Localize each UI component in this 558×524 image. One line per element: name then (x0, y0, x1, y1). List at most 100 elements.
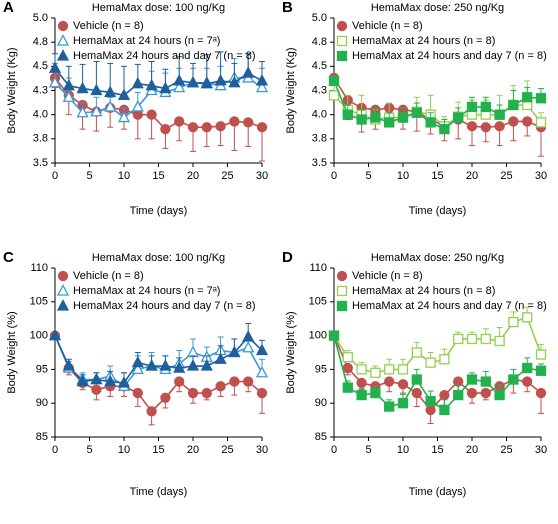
legend-label: HemaMax at 24 hours (n = 7ᵃ) (73, 35, 220, 47)
point (229, 376, 240, 387)
legend-label: HemaMax at 24 hours (n = 8) (352, 35, 495, 47)
panel-letter: C (3, 249, 14, 266)
point (242, 330, 255, 342)
panel-letter: B (282, 0, 293, 16)
series-line (333, 77, 542, 129)
x-tick-label: 20 (187, 444, 199, 456)
point (228, 75, 241, 88)
series (48, 51, 269, 100)
point (145, 78, 158, 91)
point (342, 352, 353, 363)
point (411, 107, 422, 118)
point (76, 374, 89, 387)
panel: D HemaMax dose: 250 ng/Kg Time (days) Body … (282, 249, 547, 498)
point (62, 90, 75, 102)
point (242, 66, 255, 78)
legend-label: HemaMax 24 hours and day 7 (n = 8) (73, 300, 256, 312)
point (242, 340, 255, 353)
point (439, 389, 450, 401)
point (200, 76, 213, 89)
point (370, 112, 381, 123)
x-tick-label: 20 (466, 444, 478, 456)
legend-marker (336, 270, 348, 282)
series-line (54, 335, 263, 384)
point (508, 99, 519, 111)
point (104, 85, 117, 98)
y-tick-label: 85 (36, 431, 48, 443)
x-axis-label: Time (days) (409, 486, 467, 498)
point (522, 376, 533, 387)
point (228, 345, 241, 358)
point (397, 364, 409, 375)
series-line (333, 335, 542, 411)
point (76, 81, 89, 94)
point (370, 367, 381, 378)
series-line (54, 67, 263, 97)
point (494, 109, 505, 120)
x-tick-label: 25 (500, 444, 512, 456)
x-tick-label: 25 (221, 444, 233, 456)
point (117, 110, 131, 123)
series (48, 322, 269, 388)
legend-marker (57, 270, 69, 282)
legend-marker (56, 299, 70, 311)
y-axis-label: Body Weight (%) (6, 311, 18, 393)
point (356, 114, 367, 125)
chart-title: HemaMax dose: 100 ng/Kg (92, 2, 225, 14)
chart-title: HemaMax dose: 100 ng/Kg (92, 252, 225, 264)
y-tick-label: 5.0 (33, 12, 48, 24)
chart-title: HemaMax dose: 250 ng/Kg (371, 252, 504, 264)
legend-marker (56, 34, 70, 46)
point (535, 349, 547, 360)
panel: C HemaMax dose: 100 ng/Kg Time (days) Body … (3, 249, 268, 498)
point (160, 124, 171, 135)
point (466, 374, 478, 385)
point (384, 401, 395, 412)
point (522, 312, 533, 323)
x-axis-label: Time (days) (130, 205, 188, 217)
point (174, 376, 185, 387)
x-tick-label: 5 (86, 170, 92, 182)
x-axis-label: Time (days) (130, 486, 188, 498)
point (494, 389, 505, 401)
y-tick-label: 105 (30, 296, 48, 308)
panel: B HemaMax dose: 250 ng/Kg Time (days) Body … (282, 0, 547, 217)
legend-label: Vehicle (n = 8) (73, 270, 144, 282)
point (356, 364, 367, 375)
legend-entry: Vehicle (n = 8) (336, 20, 423, 32)
point (91, 384, 102, 395)
series (328, 75, 547, 135)
x-tick-label: 20 (466, 170, 478, 182)
x-tick-label: 30 (535, 170, 547, 182)
point (146, 406, 157, 417)
point (466, 387, 478, 399)
y-tick-label: 4.8 (33, 36, 48, 48)
legend-entry: HemaMax at 24 hours and day 7 (n = 8) (336, 300, 547, 312)
point (187, 387, 199, 399)
point (48, 61, 62, 73)
point (342, 382, 353, 393)
y-tick-label: 5.0 (312, 12, 327, 24)
legend-entry: HemaMax at 24 hours (n = 7ᵃ) (56, 34, 220, 47)
point (411, 374, 422, 385)
panel-letter: D (282, 249, 293, 266)
point (439, 124, 450, 135)
point (243, 117, 254, 128)
legend-marker (336, 300, 348, 312)
y-tick-label: 90 (36, 397, 48, 409)
point (425, 117, 436, 128)
x-tick-label: 25 (500, 170, 512, 182)
point (411, 387, 422, 399)
y-axis-label: Body Weight (Kg) (285, 47, 297, 133)
x-tick-label: 0 (52, 170, 58, 182)
x-tick-label: 30 (256, 444, 268, 456)
point (215, 121, 226, 132)
point (328, 90, 340, 101)
point (159, 81, 172, 94)
series-line (333, 316, 542, 374)
point (535, 117, 547, 128)
point (104, 100, 117, 112)
chart-title: HemaMax dose: 250 ng/Kg (371, 2, 504, 14)
point (425, 404, 436, 416)
legend-entry: HemaMax at 24 hours (n = 8) (336, 285, 495, 297)
